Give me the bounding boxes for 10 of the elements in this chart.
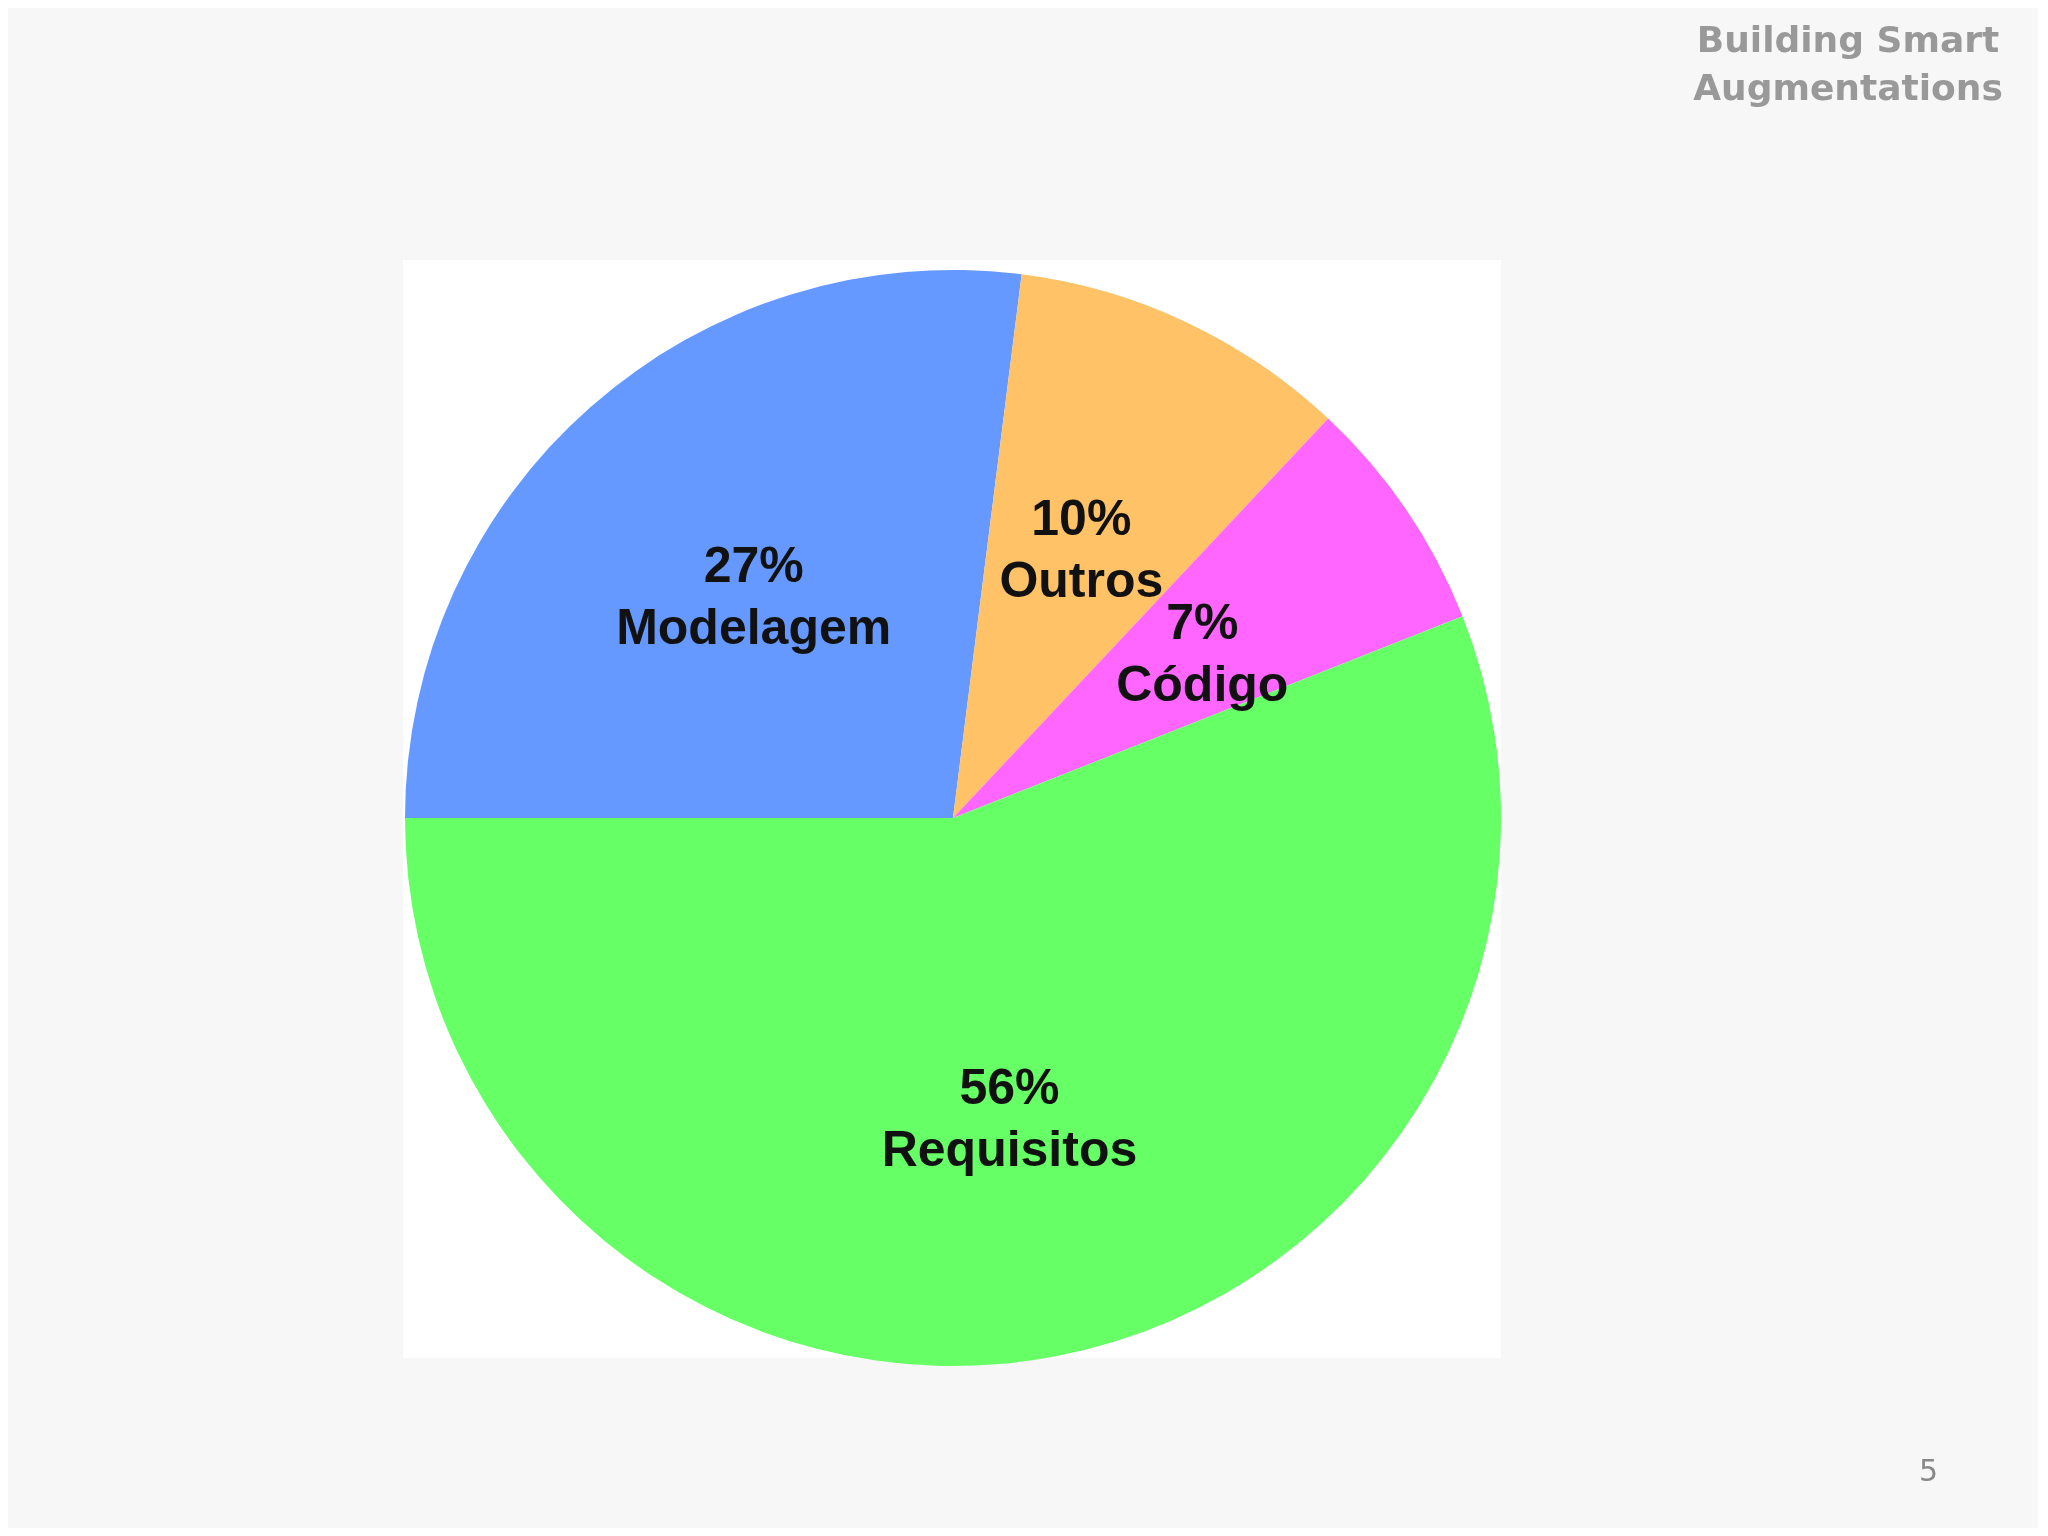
text: Building Smart Augmentations bbox=[1692, 18, 2004, 110]
slice-label: Requisitos bbox=[881, 1121, 1138, 1178]
data-label: 10% bbox=[1031, 490, 1132, 547]
slice-label: Outros bbox=[999, 552, 1164, 609]
data-label: 56% bbox=[959, 1059, 1060, 1116]
data-label: 7% bbox=[1166, 593, 1239, 650]
text: 5 bbox=[1918, 1453, 1938, 1488]
slice-label: Código bbox=[1116, 655, 1289, 712]
slice-label: Modelagem bbox=[616, 598, 892, 655]
data-label: 27% bbox=[703, 536, 804, 593]
